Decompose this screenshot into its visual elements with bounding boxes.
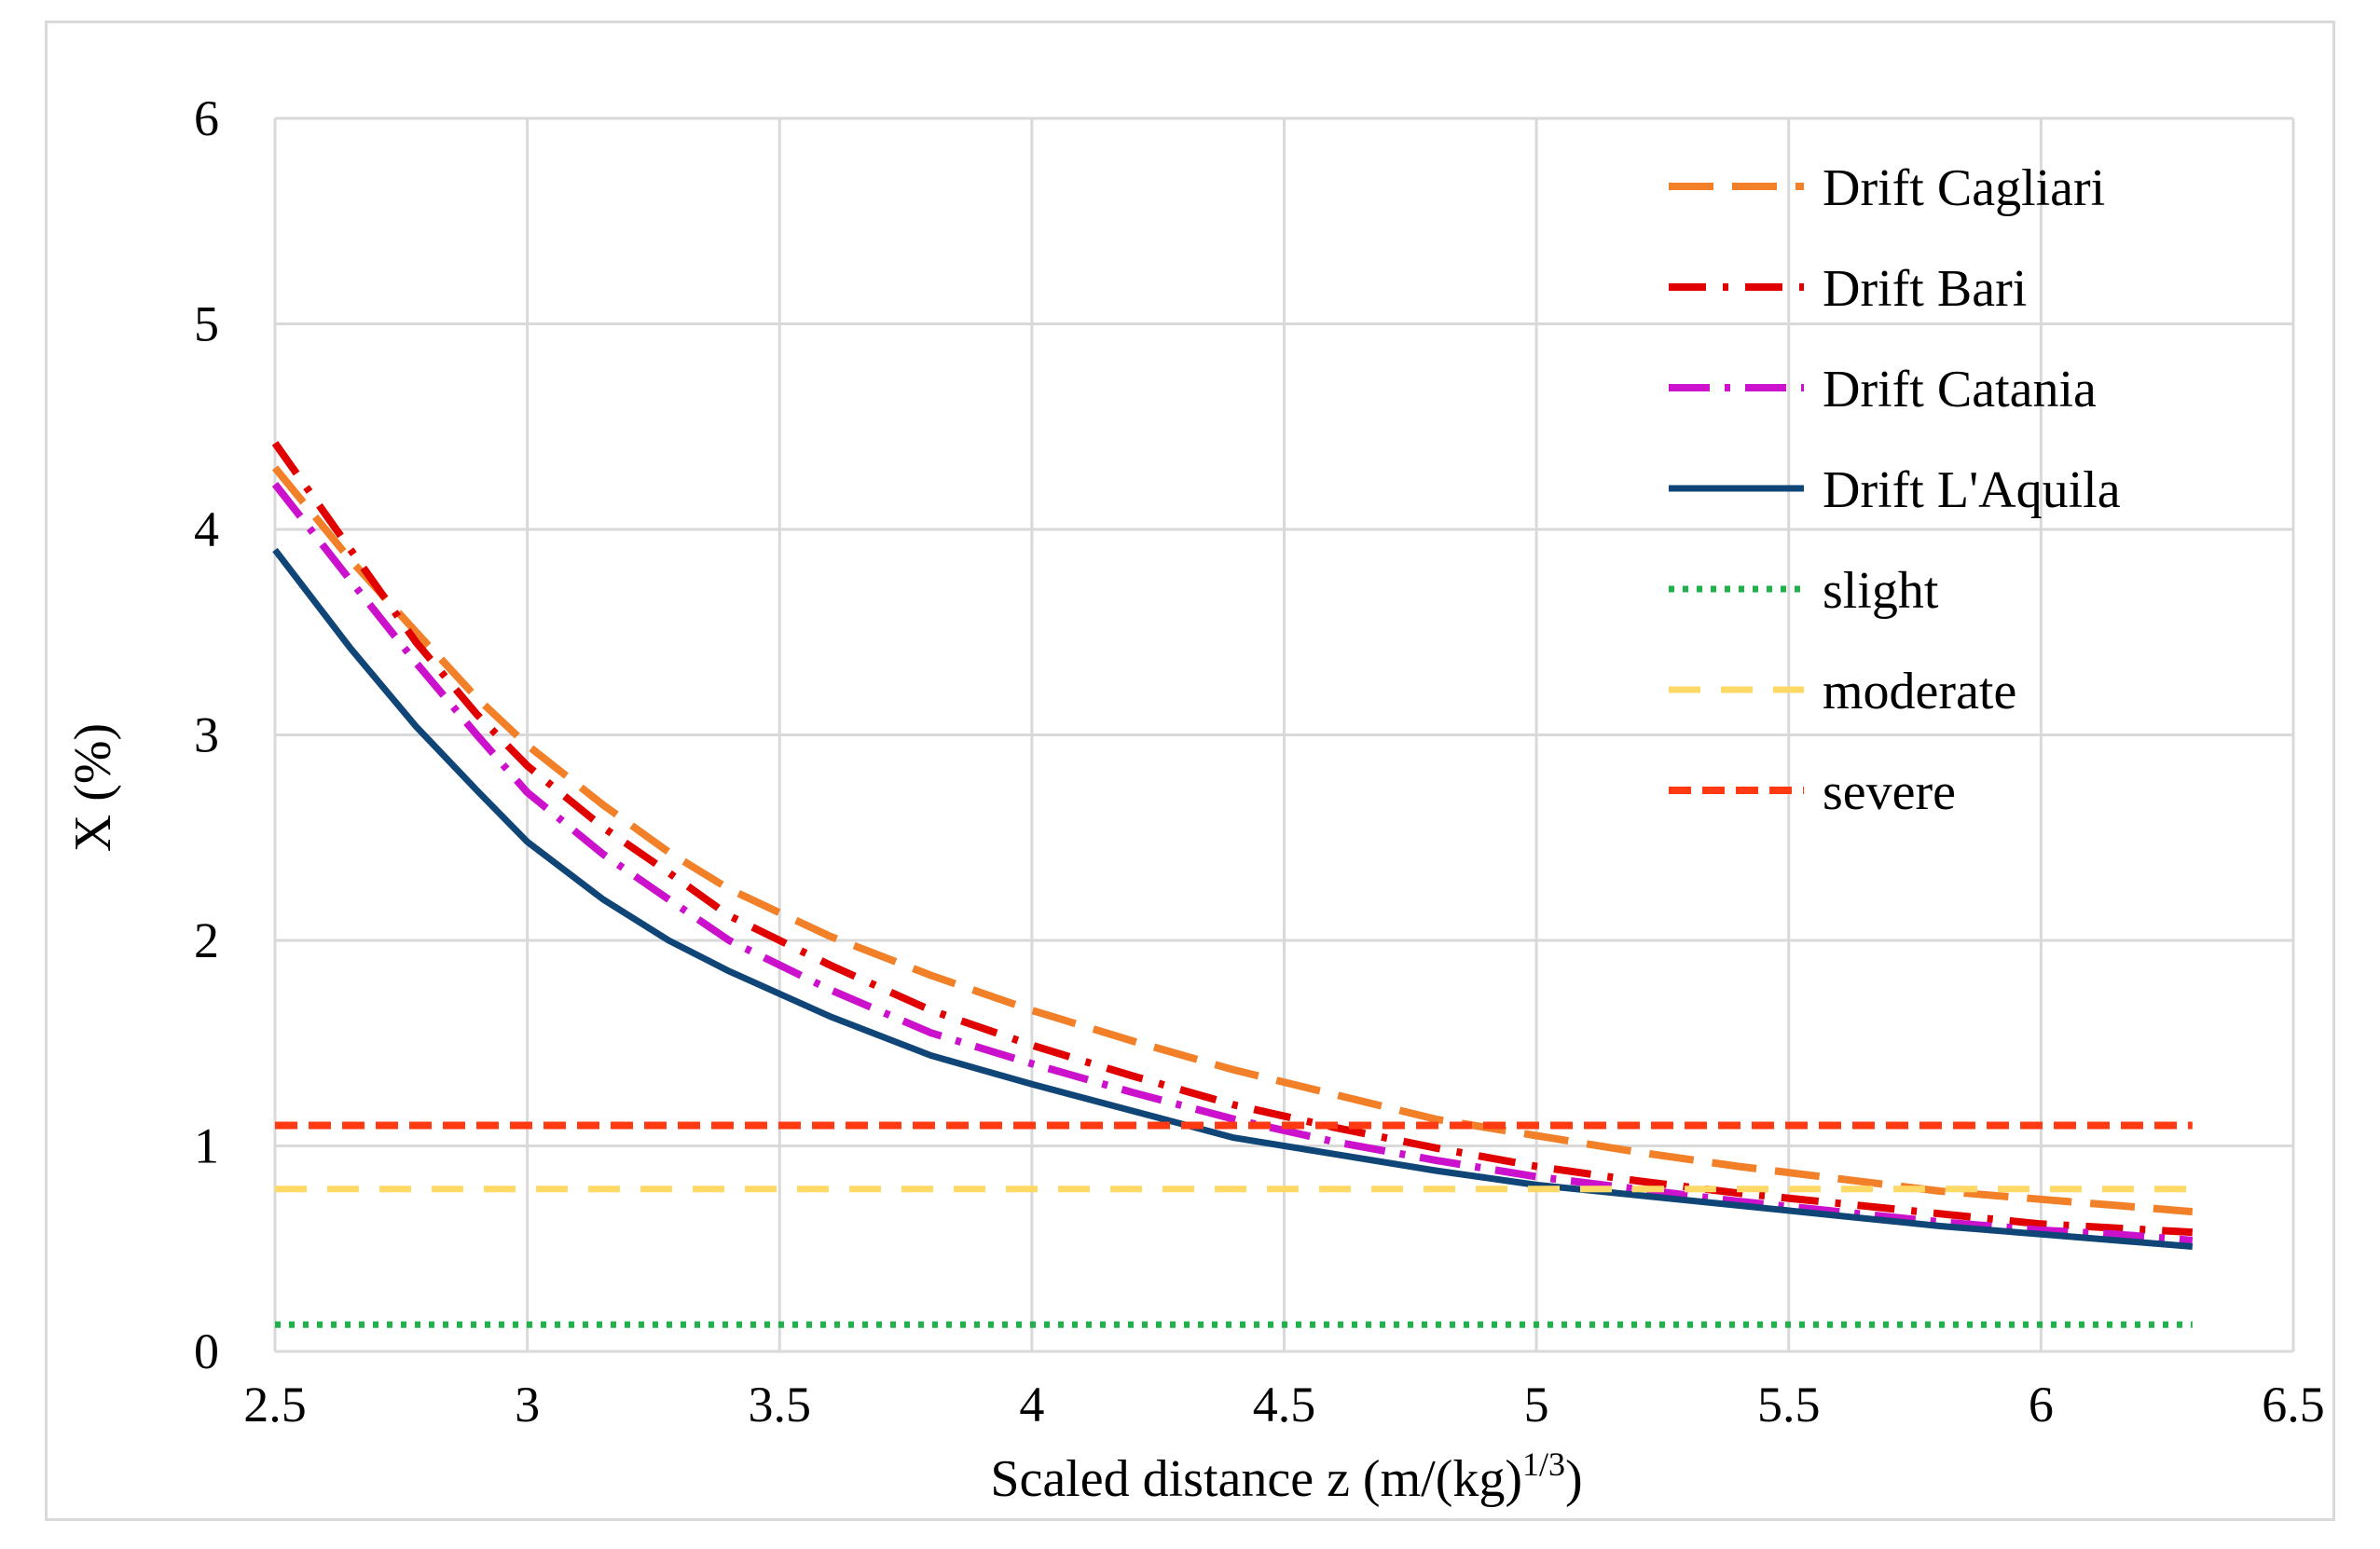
- y-tick-label: 2: [194, 912, 219, 968]
- x-tick-label: 3.5: [749, 1377, 812, 1432]
- x-tick-label: 2.5: [243, 1377, 307, 1432]
- grid-layer: [273, 117, 2295, 1353]
- legend-label: Drift L'Aquila: [1823, 461, 2121, 519]
- y-tick-label: 1: [194, 1118, 219, 1174]
- legend-label: severe: [1823, 763, 1956, 821]
- legend-label: Drift Cagliari: [1823, 159, 2105, 217]
- y-tick-label: 0: [194, 1323, 219, 1379]
- legend: Drift Cagliari Drift Bari Drift Catania Dri…: [1669, 159, 2121, 821]
- x-tick-label: 5: [1524, 1377, 1549, 1432]
- y-tick-label: 4: [194, 501, 219, 557]
- y-tick-label: 3: [194, 707, 219, 763]
- x-tick-label: 3: [515, 1377, 540, 1432]
- x-tick-label: 4.5: [1253, 1377, 1316, 1432]
- series-line-drift-catania: [271, 482, 2194, 1244]
- tick-layer: 2.5 3 3.5 4 4.5 5 5.5 6 6.5 0 1 2 3 4 5 6: [194, 90, 2325, 1432]
- series-line-drift-bari: [271, 441, 2194, 1237]
- legend-label: Drift Bari: [1823, 260, 2027, 318]
- series-layer: [271, 441, 2194, 1328]
- series-line-drift-l-aquila: [272, 547, 2194, 1250]
- y-tick-label: 5: [194, 296, 219, 352]
- chart-frame: [45, 21, 2335, 1521]
- x-tick-label: 6.5: [2262, 1377, 2325, 1432]
- legend-label: slight: [1823, 562, 1939, 620]
- legend-label: Drift Catania: [1823, 361, 2097, 418]
- x-tick-label: 6: [2029, 1377, 2054, 1432]
- x-tick-label: 4: [1019, 1377, 1044, 1432]
- series-line-drift-cagliari: [271, 465, 2194, 1216]
- x-tick-label: 5.5: [1757, 1377, 1821, 1432]
- legend-label: moderate: [1823, 663, 2016, 720]
- y-tick-label: 6: [194, 90, 219, 146]
- y-axis-title: X (%): [64, 723, 122, 852]
- x-axis-title: Scaled distance z (m/(kg)1/3): [990, 1446, 1582, 1508]
